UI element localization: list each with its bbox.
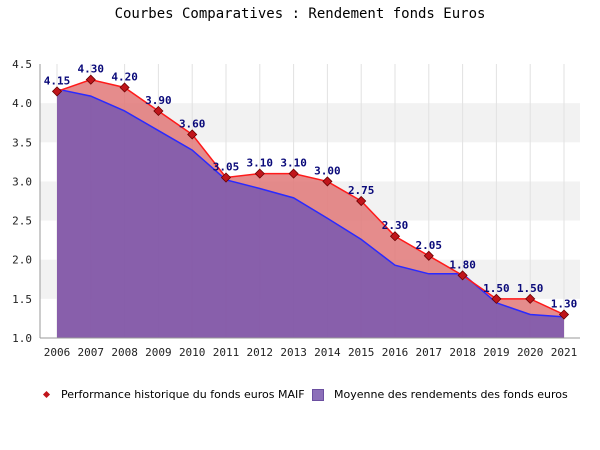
y-tick-label: 1.5 (12, 293, 32, 306)
x-tick-label: 2009 (145, 346, 172, 359)
legend-item-average: Moyenne des rendements des fonds euros (312, 388, 568, 401)
data-label: 2.05 (416, 239, 443, 252)
data-point (525, 293, 536, 304)
data-point (389, 231, 401, 242)
data-point (356, 195, 367, 207)
data-label: 4.15 (44, 74, 71, 87)
legend: Performance historique du fonds euros MA… (0, 388, 600, 406)
data-markers (51, 74, 570, 320)
data-point (153, 105, 164, 117)
data-label: 3.00 (314, 164, 341, 177)
data-label: 1.30 (551, 298, 578, 311)
x-tick-label: 2011 (213, 346, 240, 359)
data-point (51, 86, 63, 97)
data-label: 3.60 (179, 117, 206, 130)
data-point (423, 250, 434, 261)
x-tick-label: 2016 (382, 346, 409, 359)
y-tick-label: 4.0 (12, 97, 32, 110)
y-tick-label: 3.0 (12, 175, 32, 188)
x-tick-label: 2019 (483, 346, 510, 359)
maif-line (56, 78, 565, 316)
x-tick-label: 2021 (551, 346, 578, 359)
square-marker-icon (312, 388, 324, 401)
y-tick-label: 3.5 (12, 136, 32, 149)
legend-item-maif: Performance historique du fonds euros MA… (42, 388, 305, 401)
data-label: 1.50 (517, 282, 544, 295)
data-label: 3.05 (213, 161, 240, 174)
average-area (57, 89, 564, 339)
y-tick-label: 4.5 (12, 58, 32, 71)
y-tick-label: 2.5 (12, 215, 32, 228)
legend-label-average: Moyenne des rendements des fonds euros (334, 388, 568, 401)
x-tick-label: 2006 (44, 346, 71, 359)
y-tick-labels: 1.0 1.5 2.0 2.5 3.0 3.5 4.0 4.5 (12, 58, 32, 345)
data-point (322, 176, 333, 187)
data-point (220, 172, 232, 183)
data-label: 4.30 (78, 63, 105, 76)
data-label: 3.10 (247, 157, 274, 170)
data-point (254, 168, 265, 179)
data-point (288, 168, 299, 179)
x-tick-label: 2013 (280, 346, 307, 359)
data-point (558, 309, 570, 320)
x-tick-label: 2018 (449, 346, 476, 359)
x-tick-label: 2012 (247, 346, 274, 359)
data-label: 1.80 (449, 258, 476, 271)
axes (39, 64, 580, 339)
data-label: 4.20 (111, 70, 138, 83)
y-tick-label: 1.0 (12, 332, 32, 345)
data-point (119, 82, 130, 93)
data-point (187, 129, 198, 140)
x-tick-labels: 2006 2007 2008 2009 2010 2011 2012 2013 2014 2015… (44, 346, 578, 359)
x-tick-label: 2007 (78, 346, 105, 359)
y-tick-label: 2.0 (12, 254, 32, 267)
x-tick-label: 2017 (416, 346, 443, 359)
legend-label-maif: Performance historique du fonds euros MA… (61, 388, 305, 401)
average-line (56, 88, 565, 318)
data-point (457, 270, 468, 281)
maif-area (57, 79, 564, 317)
x-tick-label: 2008 (111, 346, 138, 359)
data-label: 2.30 (382, 219, 409, 232)
series-lines (56, 78, 565, 318)
x-tick-label: 2010 (179, 346, 206, 359)
series-areas (57, 79, 564, 339)
data-label: 2.75 (348, 184, 375, 197)
data-point (85, 74, 96, 85)
x-tick-label: 2014 (314, 346, 341, 359)
x-tick-label: 2020 (517, 346, 544, 359)
chart-title: Courbes Comparatives : Rendement fonds E… (114, 6, 486, 22)
x-tick-label: 2015 (348, 346, 375, 359)
data-label: 3.10 (280, 157, 307, 170)
data-point (491, 293, 502, 304)
data-labels: 4.15 4.30 4.20 3.90 3.60 3.05 3.10 3.10 3.00 2.75… (44, 63, 578, 311)
data-label: 3.90 (145, 94, 172, 107)
diamond-marker-icon (42, 390, 51, 399)
data-label: 1.50 (483, 282, 510, 295)
